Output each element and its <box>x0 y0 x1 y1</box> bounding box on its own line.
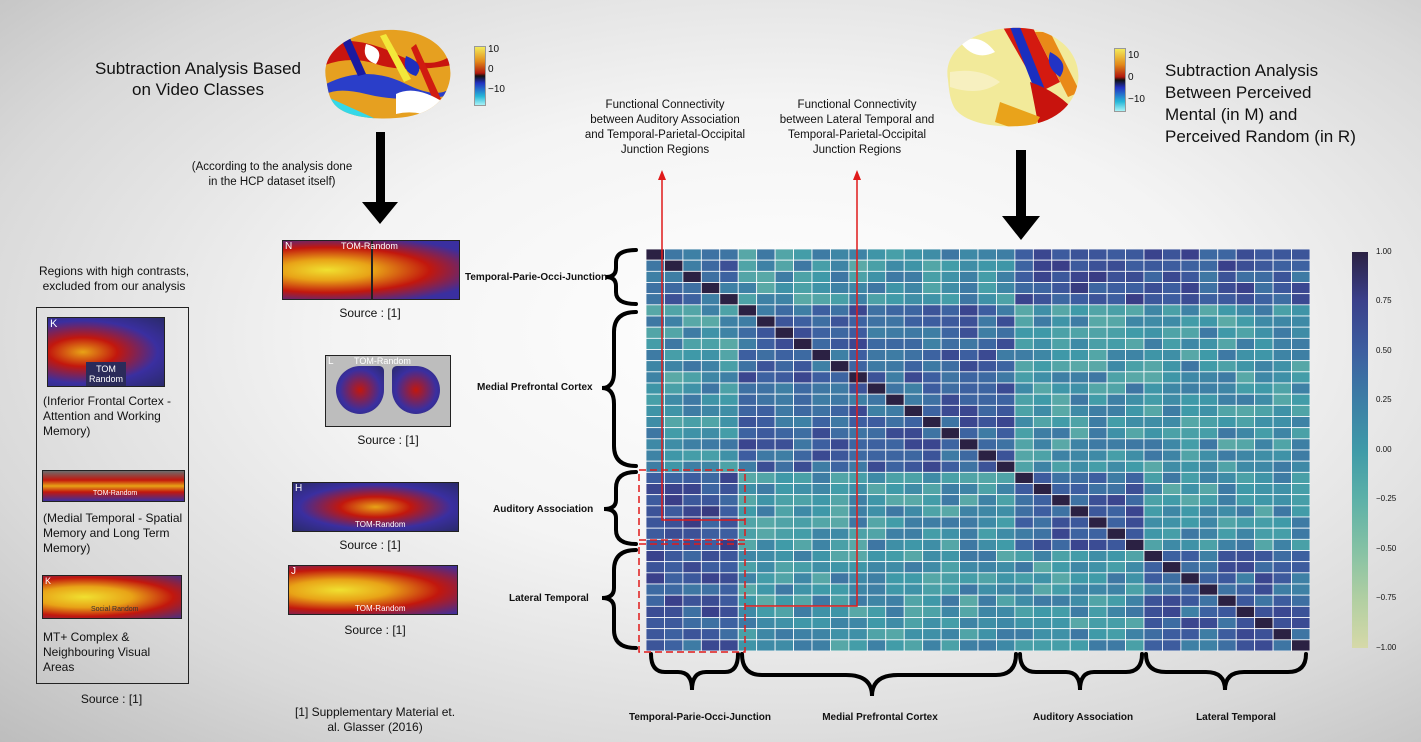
brace-col-tpoj <box>649 652 740 691</box>
middle-source-4: Source : [1] <box>344 623 406 637</box>
excluded-caption-1: (Inferior Frontal Cortex - Attention and… <box>43 394 172 438</box>
excluded-caption-2: (Medial Temporal - Spatial Memory and Lo… <box>43 511 183 555</box>
excluded-source: Source : [1] <box>80 692 143 706</box>
col-label-mpfc: Medial Prefrontal Cortex <box>822 712 938 723</box>
right-title: Subtraction Analysis Between Perceived M… <box>1165 61 1356 146</box>
red-line-auditory <box>661 178 745 521</box>
red-box-lateral-tpoj <box>638 543 746 653</box>
left-down-arrow <box>376 132 385 204</box>
left-arrow-head <box>362 202 398 224</box>
brace-row-tpoj <box>605 248 638 306</box>
right-colorbar <box>1114 48 1126 112</box>
row-label-mpfc: Medial Prefrontal Cortex <box>477 382 593 393</box>
middle-panel-l: L TOM-Random <box>325 355 451 427</box>
brace-row-mpfc <box>601 310 638 468</box>
right-brain-image <box>947 27 1079 127</box>
fc-auditory-label: Functional Connectivity between Auditory… <box>584 99 746 156</box>
excluded-header: Regions with high contrasts, excluded fr… <box>38 264 190 293</box>
col-label-tpoj: Temporal-Parie-Occi-Junction <box>628 712 772 723</box>
brace-row-lateral <box>601 548 638 650</box>
brace-col-mpfc <box>740 652 1018 697</box>
middle-source-2: Source : [1] <box>357 433 419 447</box>
excluded-panel-1: K TOM Random <box>47 317 165 387</box>
row-label-auditory: Auditory Association <box>493 504 594 515</box>
middle-panel-n: N TOM-Random <box>282 240 460 300</box>
red-box-auditory-tpoj <box>638 469 746 541</box>
middle-panel-j: J TOM-Random <box>288 565 458 615</box>
middle-source-1: Source : [1] <box>339 306 401 320</box>
middle-panel-h: H TOM-Random <box>292 482 459 532</box>
red-arrow-head-auditory <box>658 170 666 180</box>
brace-col-lateral <box>1144 652 1308 691</box>
excluded-caption-3: MT+ Complex & Neighbouring Visual Areas <box>43 630 151 674</box>
brace-col-auditory <box>1018 652 1144 691</box>
col-label-auditory: Auditory Association <box>1032 712 1134 723</box>
red-arrow-head-lateral <box>853 170 861 180</box>
row-label-tpoj: Temporal-Parie-Occi-Junction <box>465 272 608 283</box>
col-label-lateral: Lateral Temporal <box>1196 712 1276 723</box>
excluded-regions-box: K TOM Random (Inferior Frontal Cortex - … <box>36 307 189 684</box>
hcp-note: (According to the analysis done in the H… <box>191 161 353 188</box>
left-title: Subtraction Analysis Based on Video Clas… <box>94 59 301 99</box>
fc-lateral-label: Functional Connectivity between Lateral … <box>779 99 935 156</box>
left-colorbar <box>474 46 486 106</box>
right-colorbar-ticks: 10 0 −10 <box>1128 50 1145 105</box>
right-arrow-head <box>1002 216 1040 240</box>
middle-source-3: Source : [1] <box>339 538 401 552</box>
reference-note: [1] Supplementary Material et. al. Glass… <box>294 705 456 734</box>
excluded-panel-3: K Social Random <box>42 575 182 619</box>
left-colorbar-ticks: 10 0 −10 <box>488 44 505 95</box>
left-brain-image <box>325 29 451 119</box>
red-line-lateral <box>745 178 858 607</box>
excluded-panel-2: TOM-Random <box>42 470 185 502</box>
brace-row-auditory <box>603 470 638 546</box>
row-label-lateral: Lateral Temporal <box>509 593 589 604</box>
right-down-arrow <box>1016 150 1026 218</box>
heatmap-colorbar <box>1352 252 1368 648</box>
correlation-heatmap <box>646 249 1310 651</box>
